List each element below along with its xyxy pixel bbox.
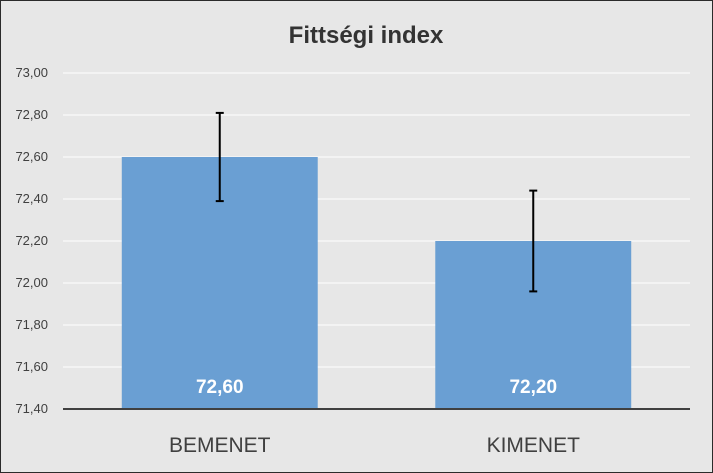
- y-tick-label: 73,00: [15, 65, 48, 80]
- chart-title: Fittségi index: [289, 22, 444, 49]
- data-label: 72,60: [196, 377, 244, 398]
- x-tick-label: BEMENET: [169, 434, 271, 457]
- error-bars: [215, 111, 538, 293]
- x-axis-tick-labels: BEMENET KIMENET: [169, 434, 580, 457]
- y-tick-label: 71,40: [15, 401, 48, 416]
- y-tick-label: 72,00: [15, 275, 48, 290]
- x-tick-label: KIMENET: [487, 434, 581, 457]
- data-labels: 72,60 72,20: [196, 377, 557, 398]
- y-tick-label: 72,40: [15, 191, 48, 206]
- y-tick-label: 71,80: [15, 317, 48, 332]
- y-axis-tick-labels: 71,40 71,60 71,80 72,00 72,20 72,40 72,60 72,80…: [15, 65, 48, 416]
- y-tick-label: 72,80: [15, 107, 48, 122]
- y-tick-label: 71,60: [15, 359, 48, 374]
- data-label: 72,20: [509, 377, 557, 398]
- y-tick-label: 72,60: [15, 149, 48, 164]
- y-tick-label: 72,20: [15, 233, 48, 248]
